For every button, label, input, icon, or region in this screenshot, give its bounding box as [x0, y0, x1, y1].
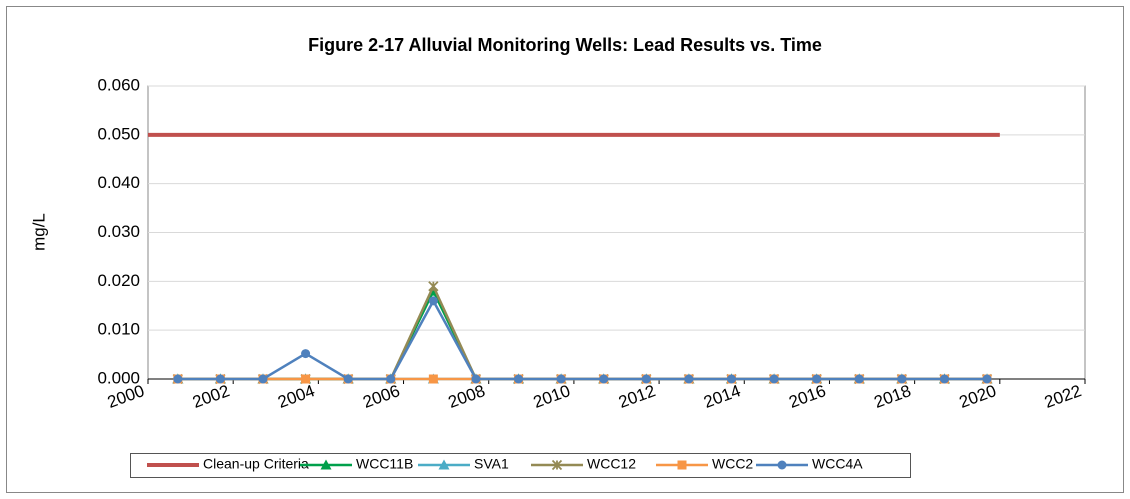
data-point — [982, 374, 992, 384]
data-point — [258, 374, 268, 384]
data-point — [556, 374, 566, 384]
data-point — [428, 296, 438, 306]
y-tick-label: 0.060 — [97, 75, 140, 94]
legend-marker — [438, 459, 450, 470]
data-point — [343, 374, 353, 384]
data-point — [684, 374, 694, 384]
data-point — [471, 374, 481, 384]
legend-label: WCC4A — [812, 456, 863, 472]
legend-label: WCC11B — [356, 456, 413, 472]
data-point — [301, 349, 311, 359]
data-point — [897, 374, 907, 384]
data-point — [726, 374, 736, 384]
data-point — [812, 374, 822, 384]
data-point — [641, 374, 651, 384]
chart-title: Figure 2-17 Alluvial Monitoring Wells: L… — [308, 35, 822, 55]
y-tick-label: 0.010 — [97, 320, 140, 339]
series-line — [177, 298, 988, 381]
legend-label: WCC2 — [712, 456, 753, 472]
y-tick-label: 0.000 — [97, 368, 140, 387]
legend-marker — [320, 459, 332, 470]
y-tick-label: 0.040 — [97, 173, 140, 192]
data-point — [386, 374, 396, 384]
legend-label: Clean-up Criteria — [203, 456, 309, 472]
data-point — [428, 281, 439, 292]
legend-marker — [551, 459, 563, 471]
data-point — [301, 374, 311, 384]
data-point — [215, 374, 225, 384]
y-tick-label: 0.030 — [97, 222, 140, 241]
data-point — [939, 374, 949, 384]
data-point — [769, 374, 779, 384]
y-axis-title: mg/L — [29, 213, 48, 251]
data-point — [854, 374, 864, 384]
data-point — [173, 374, 183, 384]
data-point — [514, 374, 524, 384]
y-tick-label: 0.050 — [97, 124, 140, 143]
legend-marker — [777, 460, 787, 470]
data-point — [428, 374, 438, 384]
legend-marker — [677, 460, 687, 470]
y-tick-label: 0.020 — [97, 271, 140, 290]
legend-label: SVA1 — [474, 456, 509, 472]
data-point — [599, 374, 609, 384]
legend-label: WCC12 — [587, 456, 636, 472]
